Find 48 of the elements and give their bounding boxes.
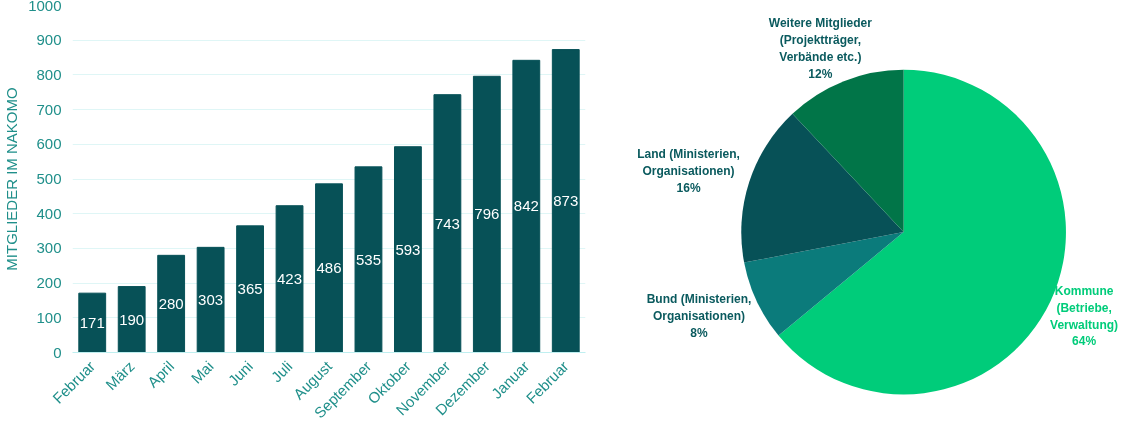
y-tick-label: 200 [36,274,62,292]
x-tick-label: Juli [267,357,296,386]
bar [512,59,541,353]
data-label: 171 [79,313,105,331]
data-label: 64% [1072,334,1097,349]
data-label: 743 [434,214,460,232]
data-label: 16% [676,180,701,195]
bar [157,254,186,353]
bar [551,49,580,353]
bar [117,286,146,353]
data-label: 365 [237,280,263,298]
y-tick-label: 900 [36,31,62,49]
y-tick-label: 300 [36,239,62,257]
bar [196,246,225,353]
data-label: 12% [808,66,833,81]
bar [433,94,462,353]
slice-label: Bund (Ministerien, Organisationen) [646,292,752,324]
y-tick-label: 800 [36,65,62,83]
slice-label: Kommune (Betriebe, Verwaltung) [1050,284,1119,332]
data-label: 190 [119,310,145,328]
data-label: 280 [158,294,184,312]
y-axis-title: MITGLIEDER IM NAKOMO [3,87,21,271]
bar [275,205,304,353]
y-tick-label: 1000 [28,0,62,14]
y-tick-label: 600 [36,135,62,153]
bar [472,75,501,353]
y-tick-label: 400 [36,204,62,222]
y-tick-label: 500 [36,170,62,187]
data-label: 796 [474,205,500,223]
data-label: 873 [553,192,579,210]
bar [394,146,422,353]
data-label: 8% [690,326,708,341]
bar [315,183,343,353]
data-label: 303 [198,290,224,308]
x-tick-label: Mai [187,357,217,387]
y-tick-label: 100 [36,308,62,326]
data-label: 423 [277,270,303,288]
data-label: 593 [395,240,421,258]
slice-label: Land (Ministerien, Organisationen) [637,147,740,179]
slice-label: Weitere Mitglieder (Projektträger, Verbände etc.) [768,16,873,64]
bar [354,166,383,353]
y-tick-label: 0 [53,343,62,361]
bar [78,292,107,353]
data-label: 535 [355,250,381,268]
data-label: 842 [513,197,539,215]
y-tick-label: 700 [36,100,62,118]
data-label: 486 [316,259,342,277]
bar [236,225,264,353]
